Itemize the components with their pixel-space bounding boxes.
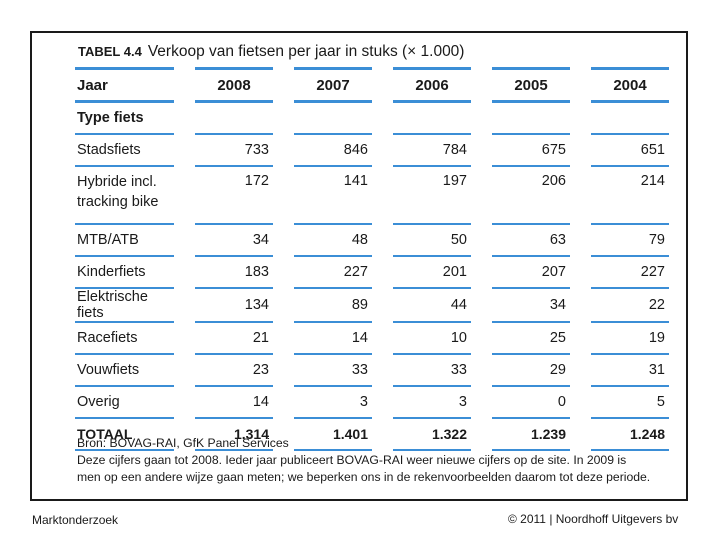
cell: 21 [195, 323, 273, 355]
cell: 79 [591, 225, 669, 257]
cell: 14 [294, 323, 372, 355]
cell: 0 [492, 387, 570, 419]
cell: 675 [492, 135, 570, 167]
cell: 207 [492, 257, 570, 289]
cell: 50 [393, 225, 471, 257]
cell: 23 [195, 355, 273, 387]
row-name: MTB/ATB [75, 225, 174, 257]
cell: 48 [294, 225, 372, 257]
cell: 34 [492, 289, 570, 323]
sales-table: Jaar 2008 2007 2006 2005 2004 Type fiets… [75, 67, 669, 451]
table-row: Kinderfiets 183 227 201 207 227 [75, 257, 669, 289]
header-row: Jaar 2008 2007 2006 2005 2004 [75, 67, 669, 103]
cell: 29 [492, 355, 570, 387]
table-title-text: Verkoop van fietsen per jaar in stuks (×… [147, 43, 465, 60]
header-jaar: Jaar [75, 67, 174, 103]
table-title: TABEL 4.4 Verkoop van fietsen per jaar in… [78, 43, 464, 61]
cell: 183 [195, 257, 273, 289]
cell: 733 [195, 135, 273, 167]
cell: 784 [393, 135, 471, 167]
total-label: TOTAAL [75, 419, 174, 451]
header-year: 2005 [492, 67, 570, 103]
cell: 63 [492, 225, 570, 257]
table-row: Stadsfiets 733 846 784 675 651 [75, 135, 669, 167]
row-name: Stadsfiets [75, 135, 174, 167]
row-name: Hybride incl. tracking bike [75, 167, 174, 225]
total-cell: 1.401 [294, 419, 372, 451]
cell: 201 [393, 257, 471, 289]
total-cell: 1.314 [195, 419, 273, 451]
total-row: TOTAAL 1.314 1.401 1.322 1.239 1.248 [75, 419, 669, 451]
total-cell: 1.322 [393, 419, 471, 451]
cell: 214 [591, 167, 669, 225]
footer-left: Marktonderzoek [32, 513, 119, 527]
cell: 3 [294, 387, 372, 419]
cell: 141 [294, 167, 372, 225]
cell: 227 [591, 257, 669, 289]
cell: 22 [591, 289, 669, 323]
footer-right: © 2011 | Noordhoff Uitgevers bv [508, 512, 679, 526]
header-year: 2008 [195, 67, 273, 103]
cell: 89 [294, 289, 372, 323]
cell: 197 [393, 167, 471, 225]
table-source: Bron: BOVAG-RAI, GfK Panel Services Deze… [77, 435, 652, 486]
row-name: Kinderfiets [75, 257, 174, 289]
subheader-row: Type fiets [75, 103, 669, 135]
cell: 33 [294, 355, 372, 387]
table-row: Vouwfiets 23 33 33 29 31 [75, 355, 669, 387]
row-name: Racefiets [75, 323, 174, 355]
table-label: TABEL 4.4 [78, 44, 142, 59]
note-text: Deze cijfers gaan tot 2008. Ieder jaar p… [77, 453, 651, 484]
cell: 172 [195, 167, 273, 225]
cell: 651 [591, 135, 669, 167]
table-row: Hybride incl. tracking bike 172 141 197 … [75, 167, 669, 225]
row-name: Elektrische fiets [75, 289, 174, 323]
table-row: Racefiets 21 14 10 25 19 [75, 323, 669, 355]
total-cell: 1.248 [591, 419, 669, 451]
table-row: Elektrische fiets 134 89 44 34 22 [75, 289, 669, 323]
total-cell: 1.239 [492, 419, 570, 451]
table-row: MTB/ATB 34 48 50 63 79 [75, 225, 669, 257]
row-name: Vouwfiets [75, 355, 174, 387]
cell: 14 [195, 387, 273, 419]
header-year: 2004 [591, 67, 669, 103]
cell: 5 [591, 387, 669, 419]
cell: 3 [393, 387, 471, 419]
cell: 206 [492, 167, 570, 225]
cell: 34 [195, 225, 273, 257]
table-row: Overig 14 3 3 0 5 [75, 387, 669, 419]
cell: 846 [294, 135, 372, 167]
cell: 33 [393, 355, 471, 387]
cell: 31 [591, 355, 669, 387]
cell: 134 [195, 289, 273, 323]
cell: 25 [492, 323, 570, 355]
cell: 44 [393, 289, 471, 323]
cell: 227 [294, 257, 372, 289]
table-frame: TABEL 4.4 Verkoop van fietsen per jaar in… [30, 31, 688, 501]
row-name: Overig [75, 387, 174, 419]
cell: 10 [393, 323, 471, 355]
subheader-type-fiets: Type fiets [75, 103, 174, 135]
cell: 19 [591, 323, 669, 355]
source-line: Bron: BOVAG-RAI, GfK Panel Services [77, 436, 289, 450]
header-year: 2007 [294, 67, 372, 103]
header-year: 2006 [393, 67, 471, 103]
